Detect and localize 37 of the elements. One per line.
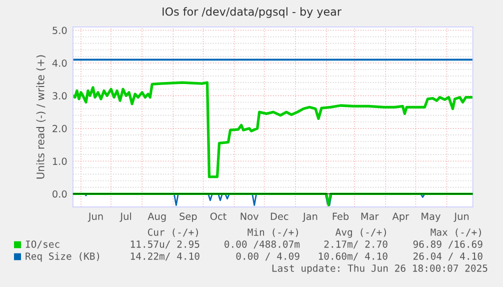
x-tick-label: Aug xyxy=(148,212,166,222)
text: Avg (-/+) xyxy=(336,228,386,238)
x-tick-label: Apr xyxy=(392,212,410,222)
x-tick-label: Jun xyxy=(88,212,103,222)
x-tick-label: Dec xyxy=(270,212,288,220)
y-axis-title: Units read (-) / write (+) xyxy=(36,55,46,179)
y-tick-label: 2.0 xyxy=(52,124,67,132)
y-tick-label: 4.0 xyxy=(52,59,67,67)
text: 14.22m/ 4.10 xyxy=(130,252,200,261)
text: 96.89 /16.69 xyxy=(413,240,482,249)
y-tick-label: 5.0 xyxy=(52,26,67,34)
text: Max (-/+) xyxy=(430,228,481,237)
x-tick-label: Jun xyxy=(454,212,469,222)
x-tick-label: May xyxy=(422,212,440,222)
line-series xyxy=(72,81,473,178)
legend-label: Req Size (KB) xyxy=(26,252,100,262)
y-tick-label: 3.0 xyxy=(52,92,67,100)
text: Min (-/+) xyxy=(248,228,298,237)
text: 2.17m/ 2.70 xyxy=(324,240,388,249)
x-tick-label: Nov xyxy=(240,212,259,220)
text: 11.57u/ 2.95 xyxy=(130,240,200,249)
x-tick-label: Oct xyxy=(210,212,226,220)
chart-title: IOs for /dev/data/pgsql - by year xyxy=(162,7,342,18)
text: Last update: Thu Jun 26 18:00:07 2025 xyxy=(272,264,488,274)
text: 0.00 /488.07m xyxy=(224,240,300,249)
text: 26.04 / 4.10 xyxy=(413,252,482,261)
text: 0.00 / 4.09 xyxy=(236,252,300,261)
x-tick-label: Jan xyxy=(302,212,318,222)
x-tick-label: Sep xyxy=(180,212,197,222)
x-tick-label: Feb xyxy=(332,212,349,220)
y-tick-label: 1.0 xyxy=(52,158,67,165)
text: Cur (-/+) xyxy=(148,228,198,237)
x-tick-label: Jul xyxy=(120,212,132,222)
x-tick-label: Mar xyxy=(361,212,379,220)
text: 10.60m/ 4.10 xyxy=(318,252,388,261)
y-tick-label: 0.0 xyxy=(52,190,67,198)
legend-label: IO/sec xyxy=(26,240,60,249)
